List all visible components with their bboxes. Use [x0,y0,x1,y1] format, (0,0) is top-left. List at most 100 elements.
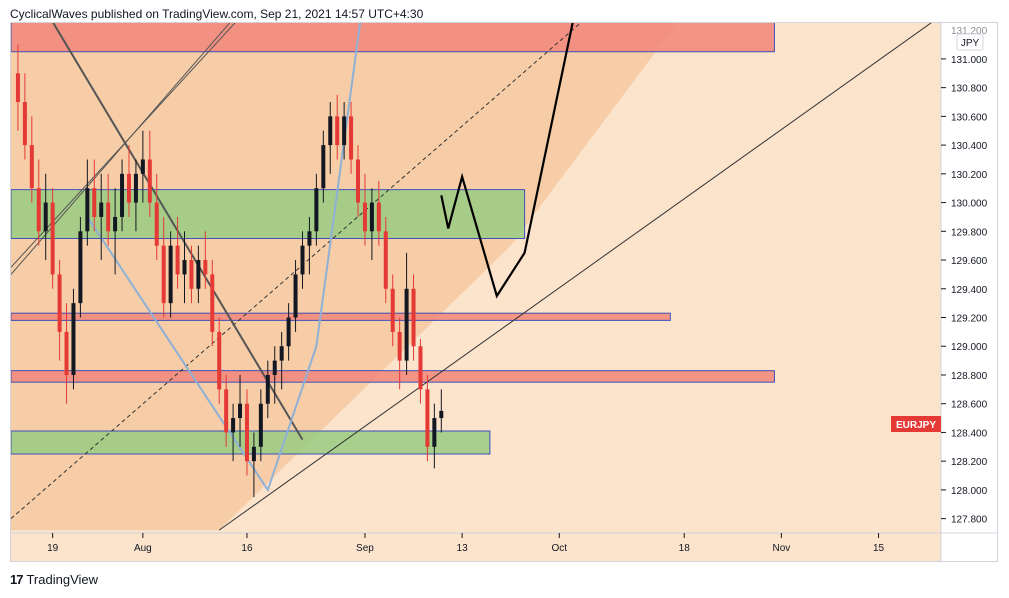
time-tick: Oct [552,533,567,554]
tradingview-logo-icon[interactable]: 17 [10,572,24,587]
candle [99,173,104,261]
candle-body [244,403,249,462]
candle [383,216,388,304]
candle-body [92,188,97,217]
chart-frame[interactable]: 131.000 130.800 130.600 130.400 130.200 130.0… [10,0,998,562]
candle [196,245,201,304]
candle-body [286,317,291,347]
brand-name[interactable]: TradingView [26,572,99,587]
candle-body [126,173,131,203]
zigzag-wave-line [86,0,365,493]
candle-body [147,159,152,203]
candle [15,44,20,131]
candle-body [321,145,326,189]
candle [376,181,381,246]
price-tick-label: 129.000 [951,342,988,353]
footer: 17 TradingView [10,572,98,587]
price-tick: 129.200 [941,314,988,325]
candle [300,231,305,289]
price-tick: 128.000 [941,486,988,497]
candle-body [168,245,173,304]
candle-body [140,159,145,174]
price-tick: 129.400 [941,285,988,296]
price-tick: 128.200 [941,457,988,468]
candle [43,173,48,261]
currency-label: JPY [961,38,980,49]
candle-body [425,389,430,447]
candle-body [432,418,437,447]
candle [425,374,430,462]
candle [231,403,236,462]
price-tick-label: 129.200 [951,314,988,325]
candle-body [50,202,55,275]
candle [147,130,152,217]
candle [161,216,166,318]
zone-demand-4 [10,430,491,455]
candle-body [99,202,104,217]
candle [168,231,173,318]
candle [175,216,180,289]
price-tick: 130.600 [941,112,988,123]
candle [210,260,215,347]
price-tick-label: 130.800 [951,84,988,95]
candle-body [22,102,27,146]
candle [182,231,187,304]
projection-path [440,0,579,299]
candle [244,389,249,476]
candle [342,102,347,160]
price-tick-label: 128.600 [951,400,988,411]
price-tick: 129.000 [941,342,988,353]
candle [272,346,277,404]
candle-body [71,303,76,375]
price-tick-label: 128.800 [951,371,988,382]
time-tick-label: 18 [679,543,691,554]
candle [286,303,291,361]
candle-body [196,260,201,289]
candle [92,159,97,232]
candle-body [64,331,69,375]
candle [64,303,69,404]
price-tick-label: 130.400 [951,141,988,152]
candle [120,159,125,232]
time-tick: 15 [873,533,885,554]
candle [22,73,27,160]
price-tick-label: 128.000 [951,486,988,497]
candle [126,145,131,217]
price-tick-label: 131.000 [951,55,988,66]
candle-body [161,245,166,304]
candle [411,274,416,361]
price-chart[interactable]: 131.000 130.800 130.600 130.400 130.200 130.0… [10,0,997,561]
candle [279,331,284,390]
candle-body [154,202,159,246]
candle-body [418,346,423,390]
candle-body [397,331,402,361]
price-tick: 128.600 [941,400,988,411]
time-tick-label: Nov [772,543,790,554]
candle-body [272,360,277,375]
time-tick-label: 19 [47,543,59,554]
time-tick-label: Aug [134,543,152,554]
candle-body [210,274,215,332]
candle-body [57,274,62,332]
candle [258,389,263,462]
candle [314,173,319,246]
channel-lower-line [218,15,942,531]
price-tick-label: 129.400 [951,285,988,296]
candle [369,188,374,261]
price-tick-label: 130.600 [951,112,988,123]
candle-body [251,446,256,462]
candle-body [29,145,34,189]
channel-mid-dashed-line [10,0,608,520]
time-tick-label: Sep [356,543,374,554]
candle-body [279,346,284,361]
publish-caption: CyclicalWaves published on TradingView.c… [10,7,424,21]
zone-level-3 [10,370,775,383]
candle [321,130,326,203]
candle [203,231,208,289]
price-tick-label: 127.800 [951,515,988,526]
candle-body [390,288,395,332]
currency-badge[interactable]: JPY [956,33,984,51]
price-tick-label: 128.400 [951,428,988,439]
candle-body [342,116,347,146]
time-tick-label: 15 [873,543,885,554]
